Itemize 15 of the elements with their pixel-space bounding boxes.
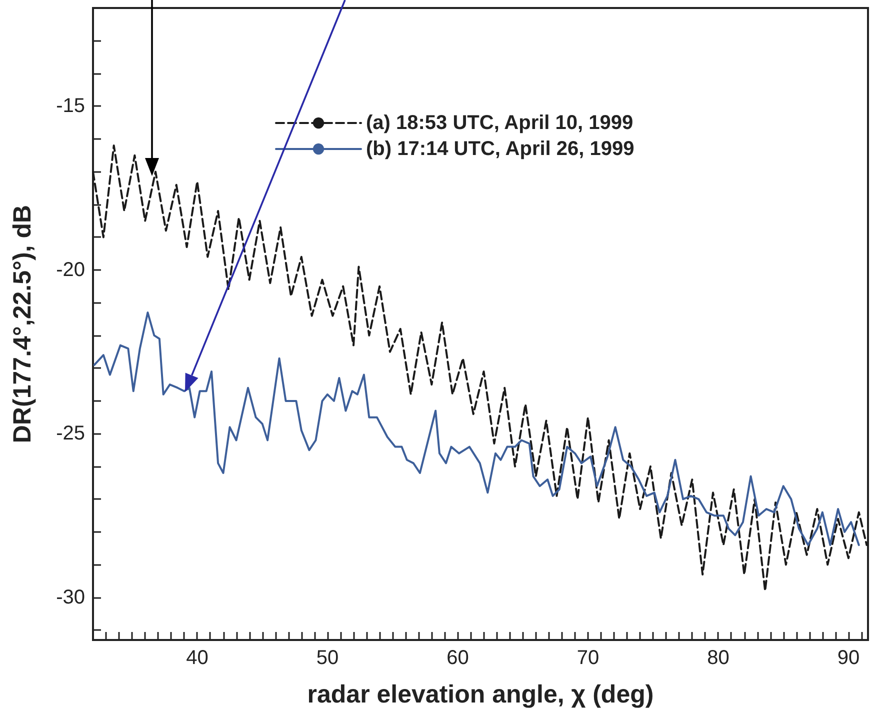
x-tick-label: 90 xyxy=(837,647,860,669)
legend-label: (a) 18:53 UTC, April 10, 1999 xyxy=(366,112,634,134)
x-tick-label: 70 xyxy=(576,647,600,669)
legend-label: (b) 17:14 UTC, April 26, 1999 xyxy=(366,138,634,160)
x-axis-title: radar elevation angle, χ (deg) xyxy=(307,680,654,708)
y-tick-label: -15 xyxy=(56,95,85,118)
x-tick-label: 60 xyxy=(446,647,469,669)
line-series xyxy=(93,312,860,546)
y-tick-label: -25 xyxy=(56,422,85,445)
x-tick-label: 80 xyxy=(707,647,730,669)
y-tick-label: -30 xyxy=(56,586,85,608)
y-tick-label: -20 xyxy=(56,258,85,281)
x-tick-label: 40 xyxy=(186,647,208,669)
x-tick-label: 50 xyxy=(316,647,339,669)
y-axis-title: DR(177.4°,22.5°), dB xyxy=(8,204,36,444)
